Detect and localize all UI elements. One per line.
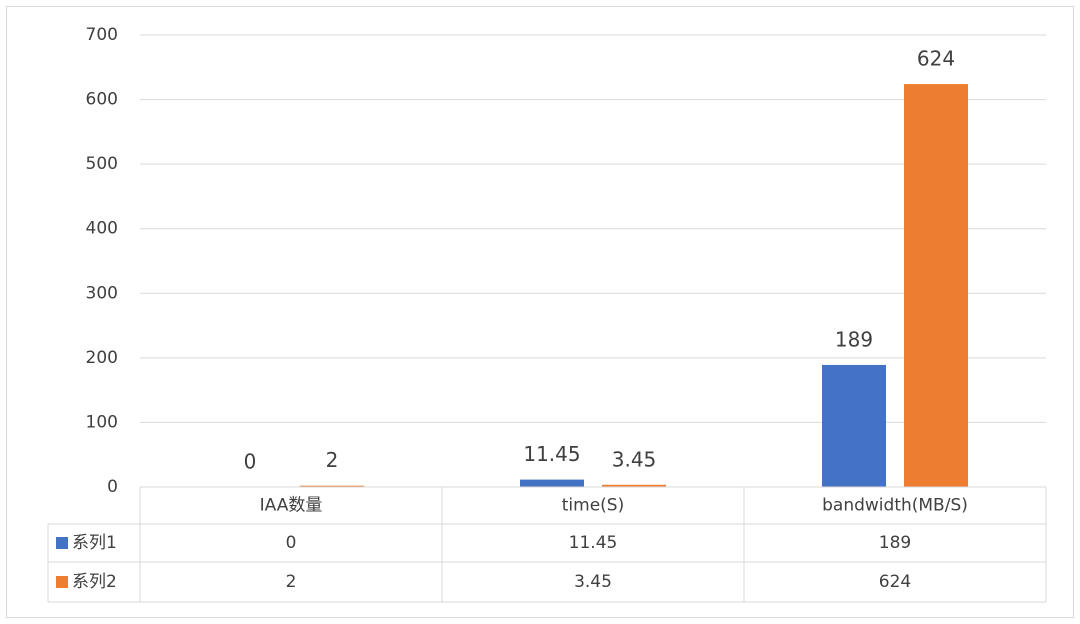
y-tick-label: 700	[86, 25, 118, 45]
data-label: 11.45	[523, 442, 580, 466]
data-label: 0	[244, 450, 257, 474]
bar	[520, 479, 584, 487]
data-label: 189	[835, 327, 873, 351]
table-cell: 624	[879, 572, 911, 592]
x-tick-label: bandwidth(MB/S)	[822, 496, 968, 516]
y-tick-label: 600	[86, 90, 118, 110]
bar	[602, 484, 666, 487]
table-cell: 2	[286, 572, 297, 592]
legend-label: 系列2	[72, 572, 117, 592]
y-tick-label: 500	[86, 154, 118, 174]
y-tick-label: 100	[86, 412, 118, 432]
bar	[904, 84, 968, 488]
bar	[300, 485, 364, 487]
bar	[822, 364, 886, 487]
table-cell: 189	[879, 533, 911, 553]
x-tick-label: time(S)	[562, 496, 624, 516]
data-label: 3.45	[612, 447, 657, 471]
y-tick-label: 0	[107, 477, 118, 497]
table-cell: 3.45	[574, 572, 612, 592]
y-tick-label: 400	[86, 219, 118, 239]
legend-label: 系列1	[72, 533, 117, 553]
y-tick-label: 200	[86, 348, 118, 368]
legend-key	[56, 537, 68, 549]
data-label: 624	[917, 47, 955, 71]
data-label: 2	[326, 448, 339, 472]
x-tick-label: IAA数量	[260, 496, 323, 516]
legend-key	[56, 576, 68, 588]
table-cell: 0	[286, 533, 297, 553]
chart-border	[6, 6, 1074, 618]
table-cell: 11.45	[569, 533, 618, 553]
y-tick-label: 300	[86, 283, 118, 303]
